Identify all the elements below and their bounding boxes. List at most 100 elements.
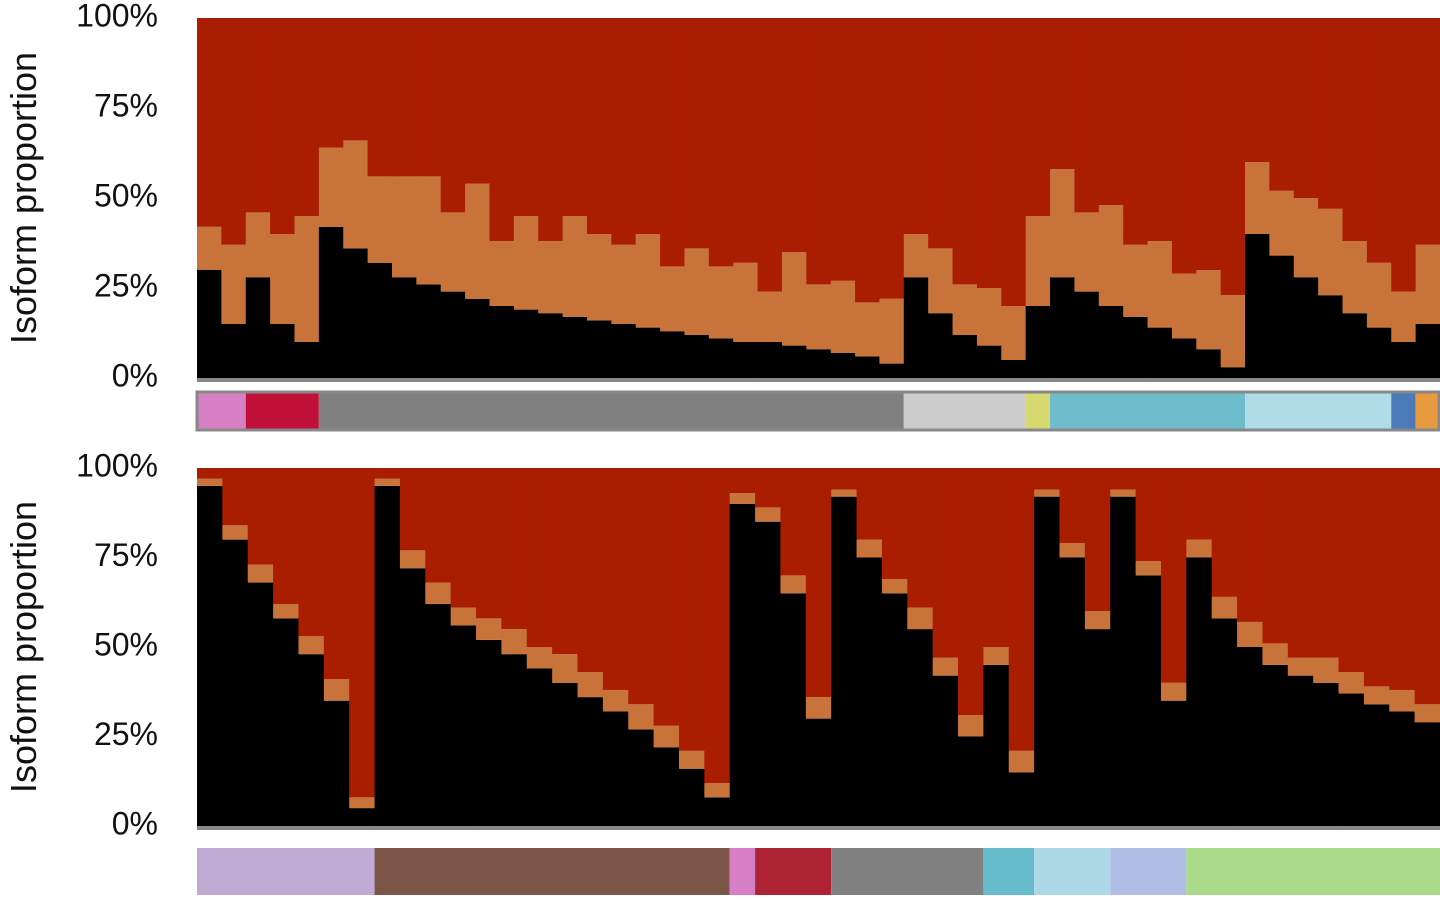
bar-segment: [222, 539, 249, 826]
bar-segment: [1313, 682, 1339, 826]
bar-segment: [881, 468, 908, 579]
bar-segment: [602, 689, 629, 712]
bar-segment: [1050, 277, 1075, 378]
bar-segment: [1414, 722, 1440, 826]
bar-segment: [983, 468, 1010, 647]
bar-segment: [450, 625, 477, 826]
bar-segment: [976, 345, 1002, 378]
bar-segment: [1050, 18, 1075, 170]
bar-segment: [1389, 468, 1416, 690]
bar-segment: [729, 493, 756, 504]
bar-segment: [586, 234, 612, 321]
bar-segment: [399, 568, 426, 826]
bar-segment: [757, 291, 783, 342]
bar-segment: [367, 18, 393, 177]
bar-segment: [450, 607, 477, 626]
bar-segment: [729, 503, 756, 826]
bar-segment: [928, 313, 953, 378]
bar-segment: [653, 468, 680, 726]
strip-border: [195, 390, 1440, 432]
bar-segment: [1171, 273, 1197, 339]
group-strip: [1245, 392, 1392, 430]
y-tick-label: 0%: [112, 357, 158, 393]
y-tick-label: 75%: [94, 87, 158, 123]
bar-segment: [806, 284, 832, 350]
bar-segment: [374, 485, 401, 826]
bar-segment: [1059, 543, 1086, 558]
bar-segment: [903, 18, 929, 234]
bar-segment: [1245, 162, 1270, 234]
group-strip: [755, 848, 832, 895]
bar-segment: [1269, 255, 1295, 378]
bar-segment: [678, 750, 705, 769]
bar-segment: [704, 468, 731, 784]
bar-segment: [1135, 575, 1162, 826]
bar-segment: [856, 539, 883, 558]
bar-segment: [1269, 190, 1295, 256]
bar-segment: [928, 18, 953, 249]
bar-segment: [1245, 234, 1270, 378]
bar-segment: [1123, 18, 1148, 245]
bar-segment: [611, 324, 637, 378]
bar-segment: [907, 468, 934, 608]
bar-segment: [552, 468, 578, 655]
bar-segment: [1171, 18, 1197, 274]
group-strip: [1110, 848, 1187, 895]
bar-segment: [1262, 643, 1289, 665]
bar-segment: [1415, 244, 1440, 324]
bar-segment: [197, 485, 223, 826]
bar-segment: [1262, 468, 1289, 644]
bar-segment: [323, 679, 350, 701]
bar-segment: [976, 288, 1002, 346]
bar-segment: [1025, 306, 1051, 378]
bar-segment: [1008, 772, 1035, 826]
bar-segment: [1293, 277, 1319, 378]
bar-segment: [755, 521, 781, 826]
bar-segment: [1059, 557, 1086, 826]
bar-segment: [780, 593, 807, 826]
bar-segment: [489, 306, 515, 378]
bar-segment: [391, 176, 417, 278]
bar-segment: [391, 277, 417, 378]
bar-segment: [1171, 338, 1197, 378]
bar-segment: [1084, 468, 1111, 612]
bar-segment: [708, 338, 734, 378]
bar-segment: [1110, 468, 1136, 490]
bar-segment: [367, 176, 393, 263]
bar-segment: [1414, 704, 1440, 723]
bar-segment: [197, 478, 223, 486]
bar-segment: [1318, 208, 1343, 296]
bar-segment: [1237, 621, 1263, 647]
y-tick-label: 25%: [94, 716, 158, 752]
bar-segment: [440, 212, 466, 292]
bar-segment: [660, 331, 685, 378]
bar-segment: [245, 18, 271, 213]
bar-segment: [1366, 262, 1392, 328]
bar-segment: [391, 18, 417, 177]
bar-segment: [1318, 18, 1343, 209]
bar-segment: [1415, 324, 1440, 378]
bar-segment: [440, 18, 466, 213]
bar-segment: [197, 226, 222, 270]
bar-segment: [1084, 629, 1111, 826]
bar-segment: [1220, 18, 1246, 296]
bar-segment: [294, 18, 320, 216]
y-tick-label: 25%: [94, 267, 158, 303]
bar-segment: [1050, 169, 1075, 278]
bar-segment: [465, 18, 490, 184]
group-strip: [197, 392, 246, 430]
bar-segment: [1313, 468, 1339, 658]
bar-segment: [830, 352, 856, 378]
bar-segment: [1414, 468, 1440, 705]
bar-segment: [628, 704, 655, 730]
bar-segment: [831, 468, 857, 490]
bar-segment: [755, 468, 781, 508]
bar-segment: [903, 277, 929, 378]
bar-segment: [755, 507, 781, 522]
bar-segment: [660, 266, 685, 332]
bar-segment: [298, 654, 325, 826]
bar-segment: [298, 636, 325, 655]
bar-segment: [577, 468, 604, 673]
bar-segment: [781, 18, 807, 252]
